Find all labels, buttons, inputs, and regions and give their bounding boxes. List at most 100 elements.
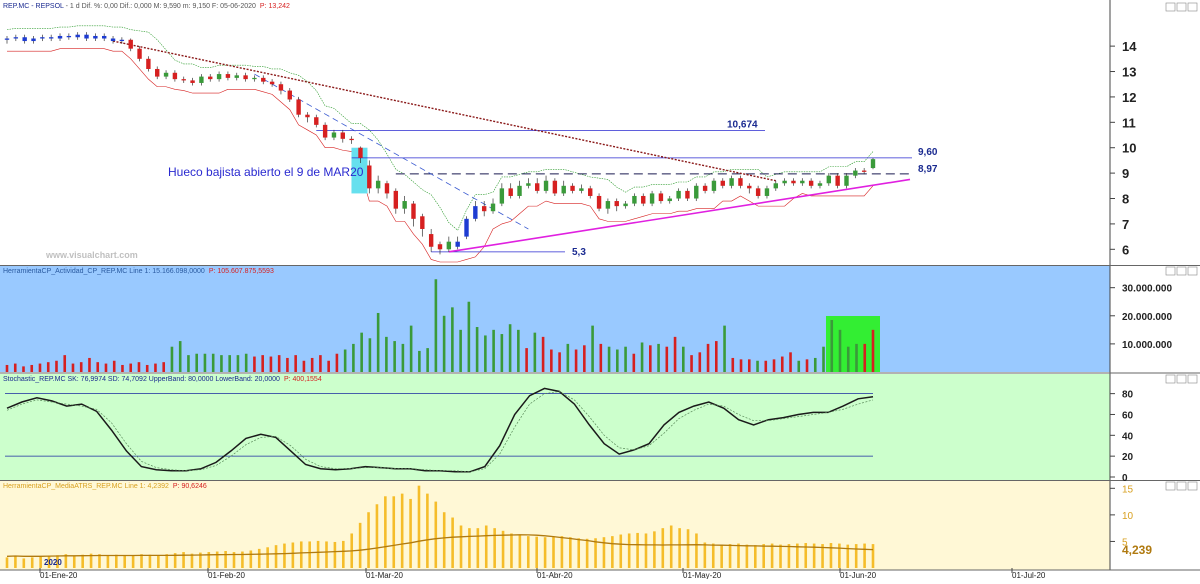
maximize-icon[interactable] xyxy=(1176,374,1187,384)
candle-body xyxy=(163,72,169,77)
stochastic-pane-controls[interactable] xyxy=(1165,374,1198,384)
atr-bar xyxy=(131,555,135,568)
volume-bar xyxy=(253,356,256,372)
volume-bar xyxy=(805,359,809,372)
volume-bar xyxy=(162,362,166,372)
atr-bar xyxy=(140,554,143,568)
volume-bar xyxy=(38,363,42,372)
candle-body xyxy=(658,193,664,202)
atr-bar xyxy=(644,533,648,568)
atr-bar xyxy=(636,532,639,568)
atr-bar xyxy=(526,536,530,568)
atr-bar xyxy=(266,547,269,568)
volume-bar xyxy=(145,364,149,372)
volume-bar xyxy=(352,343,355,372)
candle-body xyxy=(243,75,248,80)
volume-bar xyxy=(261,355,264,372)
atr-last-value: 4,239 xyxy=(1122,543,1152,557)
atr-bar xyxy=(602,537,606,568)
volume-y-axis: 30.000.000 20.000.000 10.000.000 xyxy=(1110,284,1172,351)
candle-body xyxy=(835,175,840,186)
close-icon[interactable] xyxy=(1187,481,1198,491)
volume-highlight-box xyxy=(826,316,880,372)
atr-bar xyxy=(232,552,236,568)
maximize-icon[interactable] xyxy=(1176,266,1187,276)
atr-bar xyxy=(215,551,219,568)
volume-bar xyxy=(541,336,545,372)
year-label: 2020 xyxy=(44,558,62,567)
volume-bar xyxy=(203,353,207,372)
volume-bar xyxy=(747,359,751,372)
volume-bar xyxy=(236,355,240,372)
volume-bar xyxy=(813,357,817,372)
atr-bar xyxy=(47,555,51,568)
volume-bar xyxy=(475,327,479,372)
candle-body xyxy=(826,175,832,184)
candle-body xyxy=(375,180,381,189)
volume-bar xyxy=(104,363,108,372)
atr-bar xyxy=(703,542,707,568)
volume-bar xyxy=(129,363,133,372)
maximize-icon[interactable] xyxy=(1176,481,1187,491)
atr-bar xyxy=(257,548,261,568)
volume-bar xyxy=(121,364,124,372)
volume-bar xyxy=(640,342,644,372)
candle-body xyxy=(322,124,328,138)
candle-body xyxy=(66,35,72,38)
close-icon[interactable] xyxy=(1187,2,1198,12)
candle-body xyxy=(199,76,204,83)
candle-body xyxy=(464,218,469,237)
volume-bar xyxy=(211,353,215,372)
volume-bar xyxy=(550,349,553,372)
volume-bar xyxy=(310,357,314,372)
atr-bar xyxy=(367,512,370,568)
volume-bar xyxy=(154,363,157,372)
volume-bar xyxy=(492,329,495,372)
atr-bar xyxy=(871,544,875,568)
atr-bar xyxy=(535,536,538,568)
stochastic-lines xyxy=(5,387,874,473)
volume-bar xyxy=(616,349,619,372)
candle-body xyxy=(57,35,63,39)
candle-body xyxy=(446,241,452,250)
stochastic-y-axis: 80 60 40 20 0 xyxy=(1110,390,1134,484)
candle-body xyxy=(31,38,36,42)
minimize-icon[interactable] xyxy=(1165,2,1176,12)
stochastic-tick-label: 20 xyxy=(1122,452,1134,463)
volume-bar xyxy=(508,324,512,372)
atr-pane-controls[interactable] xyxy=(1165,481,1198,491)
maximize-icon[interactable] xyxy=(1176,2,1187,12)
atr-bar xyxy=(753,545,757,568)
candle-body xyxy=(287,90,292,100)
atr-bar xyxy=(585,538,589,568)
candle-body xyxy=(181,79,186,81)
volume-pane-controls[interactable] xyxy=(1165,266,1198,276)
minimize-icon[interactable] xyxy=(1165,374,1176,384)
candle-body xyxy=(340,132,345,139)
volume-bar xyxy=(632,353,636,372)
candle-body xyxy=(800,180,805,184)
minimize-icon[interactable] xyxy=(1165,481,1176,491)
price-pane-controls[interactable] xyxy=(1165,2,1198,12)
price-tick-label: 6 xyxy=(1122,242,1129,257)
close-icon[interactable] xyxy=(1187,266,1198,276)
lower-band-line xyxy=(7,48,874,263)
minimize-icon[interactable] xyxy=(1165,266,1176,276)
volume-bar xyxy=(343,349,347,372)
atr-bar xyxy=(611,536,614,568)
volume-bar xyxy=(739,359,743,372)
price-pane xyxy=(0,10,1110,265)
volume-bar xyxy=(22,366,25,372)
price-levels: 10,674 9,60 8,97 5,3 xyxy=(316,120,938,258)
x-tick-label: 01-May-20 xyxy=(683,571,722,579)
close-icon[interactable] xyxy=(1187,374,1198,384)
volume-bar xyxy=(723,325,726,372)
candle-body xyxy=(172,72,178,80)
candle-body xyxy=(729,178,734,186)
candle-body xyxy=(278,84,284,91)
volume-bar xyxy=(657,343,660,372)
atr-bar xyxy=(325,541,328,568)
price-tick-label: 14 xyxy=(1122,39,1137,54)
atr-bar xyxy=(224,551,227,568)
candle-body xyxy=(702,185,708,191)
